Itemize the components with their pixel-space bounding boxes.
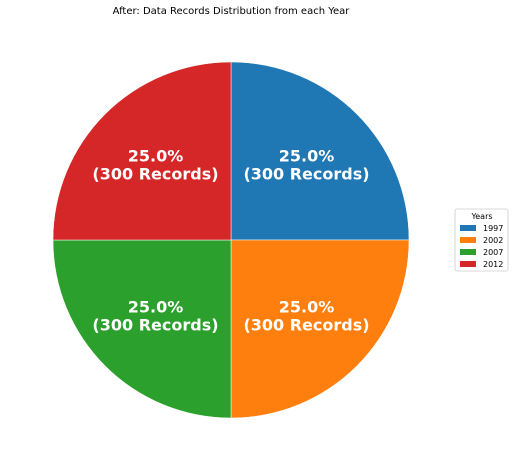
pie-slice-2007 (52, 239, 232, 419)
slice-records-2002: (300 Records) (243, 316, 369, 335)
slice-percent-2007: 25.0% (128, 298, 184, 317)
pie-slice-2012 (52, 61, 232, 241)
legend-swatch-2007 (460, 249, 476, 255)
chart-title: After: Data Records Distribution from ea… (113, 6, 351, 17)
slice-percent-1997: 25.0% (279, 146, 335, 165)
legend-items: 1997 2002 2007 2012 (460, 224, 503, 269)
legend-box (454, 208, 509, 272)
slice-label-2007: 25.0% (300 Records) (92, 298, 218, 335)
legend-label-2002: 2002 (483, 236, 503, 245)
pie-slice-1997 (230, 61, 410, 241)
slice-percent-2012: 25.0% (128, 146, 184, 165)
legend-swatch-1997 (460, 225, 476, 231)
legend: Years 1997 2002 2007 2012 (454, 208, 509, 272)
legend-swatch-2012 (460, 261, 476, 267)
pie-slices (52, 61, 410, 419)
slice-label-2012: 25.0% (300 Records) (92, 146, 218, 183)
legend-swatch-2002 (460, 237, 476, 243)
legend-label-1997: 1997 (483, 224, 503, 233)
slice-label-2002: 25.0% (300 Records) (243, 298, 369, 335)
slice-labels: 25.0% (300 Records)25.0% (300 Records)25.0… (92, 146, 369, 334)
slice-percent-2002: 25.0% (279, 298, 335, 317)
legend-title: Years (470, 212, 492, 221)
slice-label-1997: 25.0% (300 Records) (243, 146, 369, 183)
slice-records-2012: (300 Records) (92, 164, 218, 183)
slice-records-1997: (300 Records) (243, 164, 369, 183)
legend-label-2007: 2007 (483, 248, 503, 257)
legend-label-2012: 2012 (483, 260, 503, 269)
slice-records-2007: (300 Records) (92, 316, 218, 335)
pie-slice-2002 (230, 239, 410, 419)
